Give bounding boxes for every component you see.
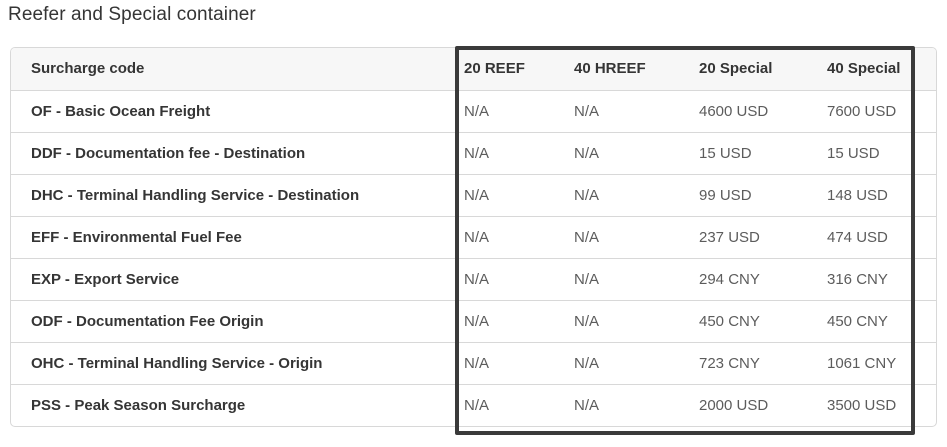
column-header-surcharge-code: Surcharge code xyxy=(11,48,456,91)
surcharge-code-cell: DHC - Terminal Handling Service - Destin… xyxy=(11,174,456,217)
rate-value-cell: 316 CNY xyxy=(819,258,936,301)
surcharge-code-cell: OF - Basic Ocean Freight xyxy=(11,90,456,133)
page-title: Reefer and Special container xyxy=(8,4,256,25)
column-header-20-reef: 20 REEF xyxy=(456,48,566,91)
table-header-row: Surcharge code 20 REEF 40 HREEF 20 Special 4… xyxy=(11,48,936,91)
surcharge-table: Surcharge code 20 REEF 40 HREEF 20 Special 4… xyxy=(11,48,936,426)
rate-value-cell: N/A xyxy=(566,132,691,175)
table-row: OF - Basic Ocean Freight N/A N/A 4600 USD 76… xyxy=(11,90,936,133)
rate-value-cell: N/A xyxy=(456,300,566,343)
rate-value-cell: N/A xyxy=(456,216,566,259)
rate-value-cell: 2000 USD xyxy=(699,396,769,414)
rate-value-cell: 723 CNY xyxy=(691,342,819,385)
rate-value-cell: 474 USD xyxy=(819,216,936,259)
rate-value-cell: 450 CNY xyxy=(819,300,936,343)
column-header-20-special: 20 Special xyxy=(691,48,819,91)
table-row: EXP - Export Service N/A N/A 294 CNY 316 CNY xyxy=(11,258,936,301)
rate-value-cell: 294 CNY xyxy=(691,258,819,301)
rate-value-cell: N/A xyxy=(456,132,566,175)
rate-value-cell: 99 USD xyxy=(691,174,819,217)
rate-value-cell: N/A xyxy=(464,396,490,414)
table-row: OHC - Terminal Handling Service - Origin… xyxy=(11,342,936,385)
table-row: DDF - Documentation fee - Destination N/A… xyxy=(11,132,936,175)
rate-value-cell: N/A xyxy=(456,90,566,133)
table-row: EFF - Environmental Fuel Fee N/A N/A 237 US… xyxy=(11,216,936,259)
rate-value-cell: N/A xyxy=(566,258,691,301)
surcharge-code-cell: DDF - Documentation fee - Destination xyxy=(11,132,456,175)
column-header-40-special: 40 Special xyxy=(819,48,936,91)
table-row: PSS - Peak Season Surcharge N/A N/A 2000 US… xyxy=(11,384,936,426)
rate-value-cell: N/A xyxy=(456,174,566,217)
surcharge-code-cell: EXP - Export Service xyxy=(11,258,456,301)
rate-value-cell: N/A xyxy=(574,396,600,414)
column-header-40-hreef: 40 HREEF xyxy=(566,48,691,91)
rate-value-cell: 15 USD xyxy=(819,132,936,175)
rate-value-cell: N/A xyxy=(566,216,691,259)
rate-value-cell: 1061 CNY xyxy=(819,342,936,385)
surcharge-code-cell: EFF - Environmental Fuel Fee xyxy=(11,216,456,259)
table-body: OF - Basic Ocean Freight N/A N/A 4600 USD 76… xyxy=(11,90,936,426)
table-row: DHC - Terminal Handling Service - Destin… xyxy=(11,174,936,217)
rate-value-cell: 237 USD xyxy=(691,216,819,259)
rate-value-cell: 148 USD xyxy=(819,174,936,217)
rate-value-cell: 3500 USD xyxy=(827,396,897,414)
rate-value-cell: N/A xyxy=(566,90,691,133)
rate-value-cell: N/A xyxy=(566,300,691,343)
rate-value-cell: N/A xyxy=(566,342,691,385)
surcharge-code-cell: OHC - Terminal Handling Service - Origin xyxy=(11,342,456,385)
surcharge-table-container: Surcharge code 20 REEF 40 HREEF 20 Special 4… xyxy=(10,47,937,427)
rate-value-cell: N/A xyxy=(456,342,566,385)
rate-value-cell: 7600 USD xyxy=(819,90,936,133)
rate-value-cell: 450 CNY xyxy=(691,300,819,343)
rate-value-cell: N/A xyxy=(456,258,566,301)
rate-value-cell: 15 USD xyxy=(691,132,819,175)
table-row: ODF - Documentation Fee Origin N/A N/A 450 … xyxy=(11,300,936,343)
surcharge-code-cell: PSS - Peak Season Surcharge xyxy=(31,396,246,414)
surcharge-code-cell: ODF - Documentation Fee Origin xyxy=(11,300,456,343)
rate-value-cell: 4600 USD xyxy=(691,90,819,133)
rate-value-cell: N/A xyxy=(566,174,691,217)
